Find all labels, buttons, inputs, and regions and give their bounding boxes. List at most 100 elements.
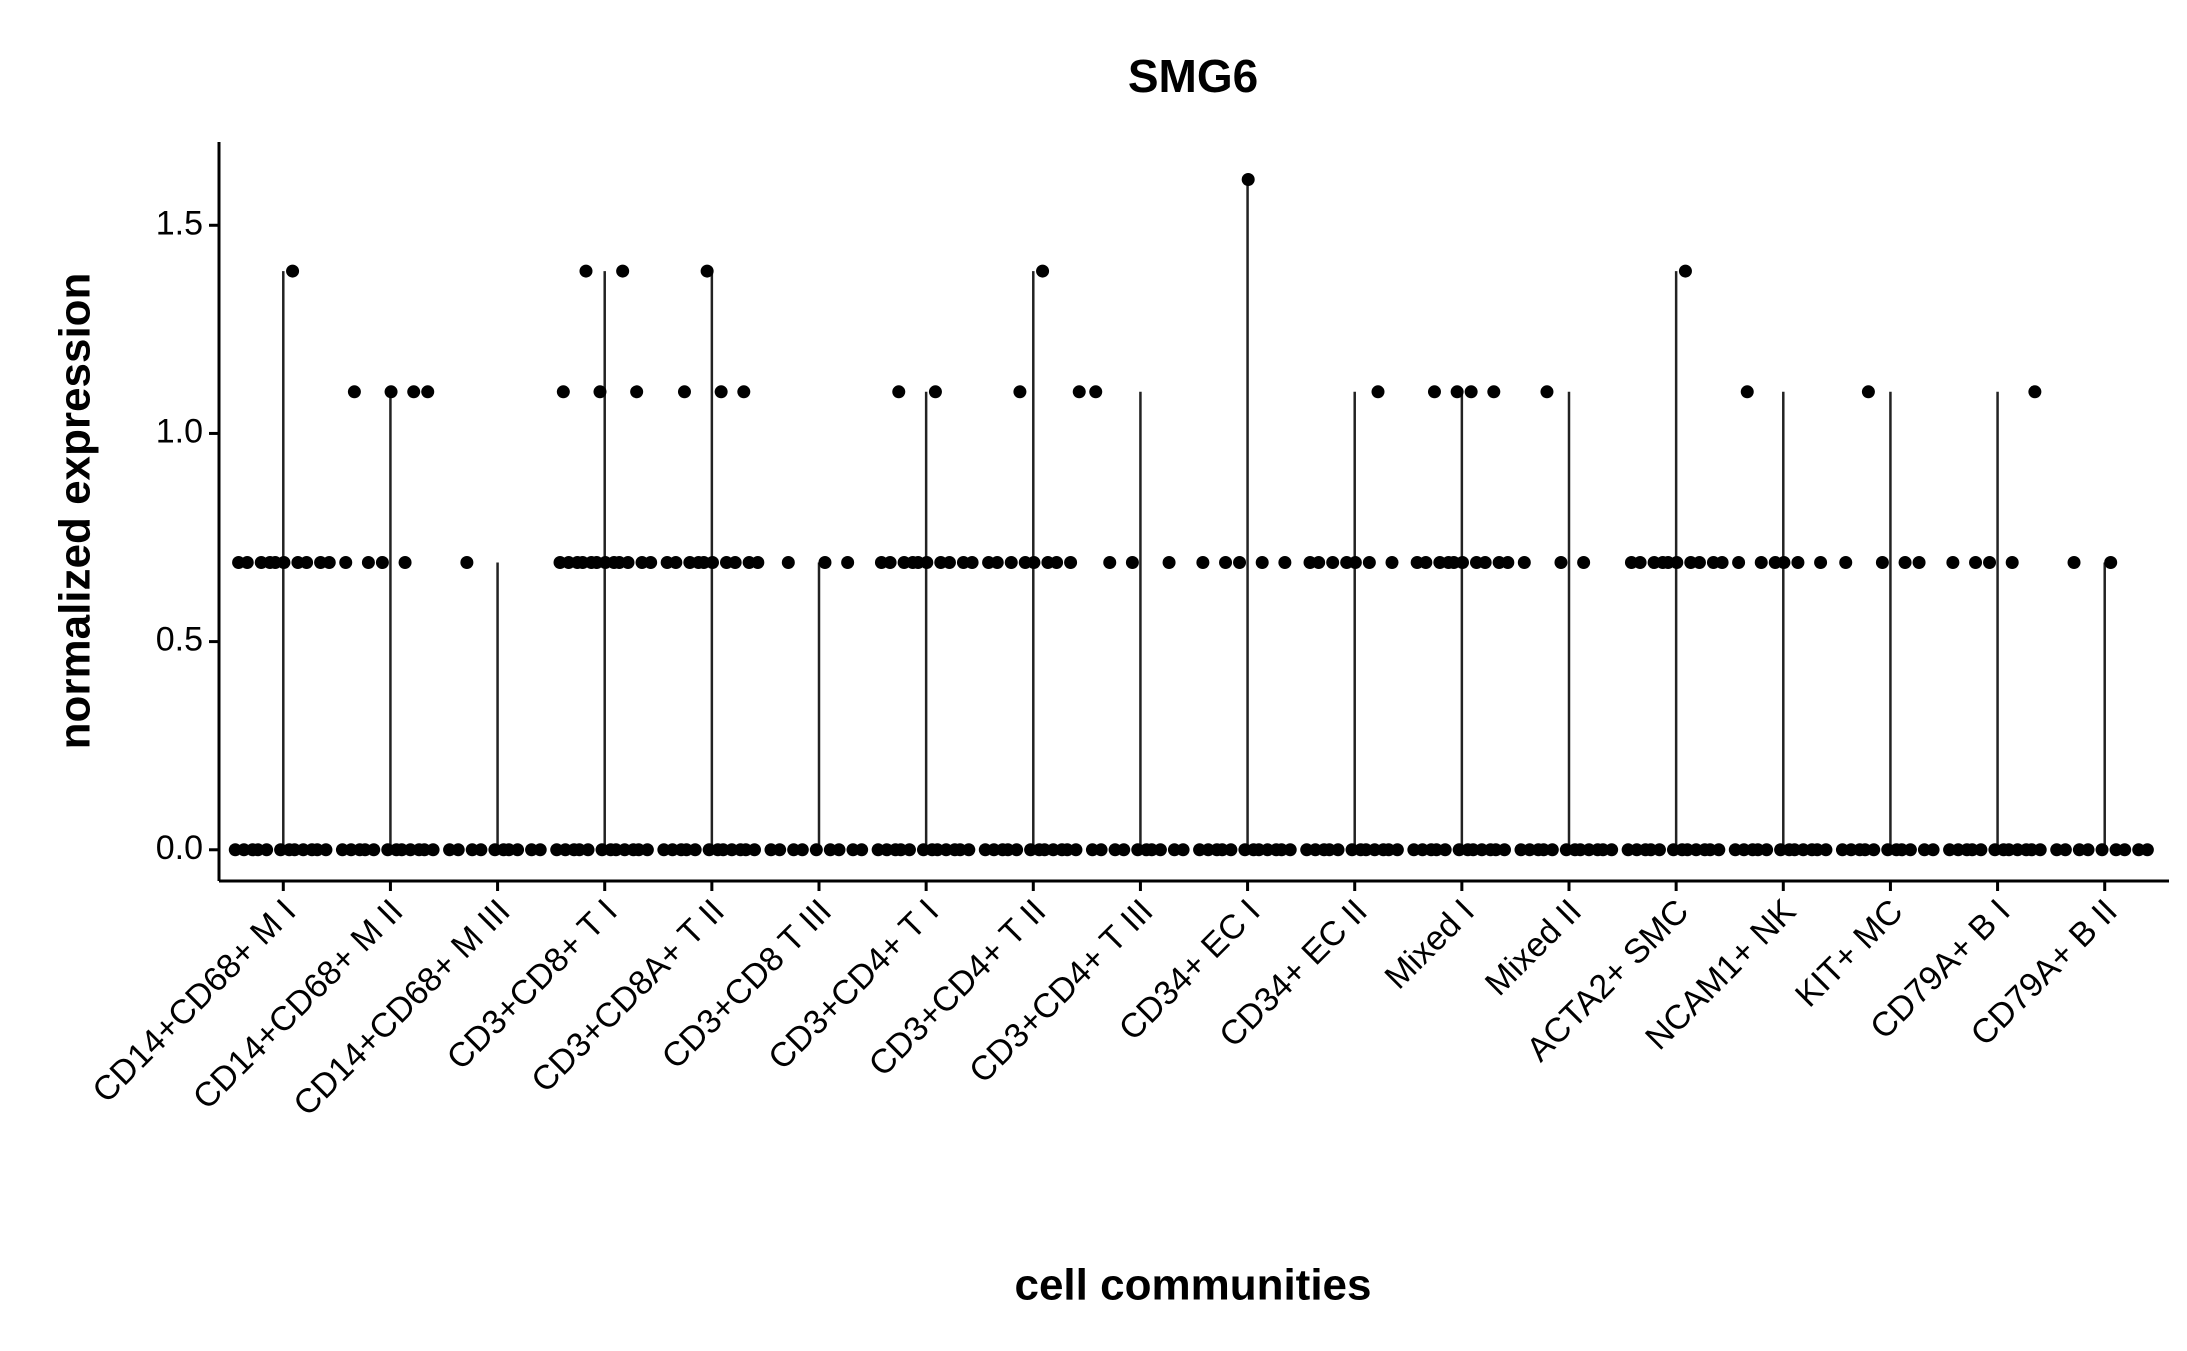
data-point [460, 556, 474, 570]
data-point [1545, 843, 1559, 857]
data-point [1153, 843, 1167, 857]
data-point [2033, 843, 2047, 857]
data-point [1069, 843, 1083, 857]
data-point [990, 556, 1004, 570]
data-point [906, 556, 920, 570]
x-tick-label: CD3+CD8A+ T II [524, 892, 732, 1100]
data-point [1715, 556, 1729, 570]
data-point [920, 556, 934, 570]
data-point [737, 385, 751, 399]
x-tick-label: CD14+CD68+ M II [186, 892, 411, 1117]
data-point [407, 385, 421, 399]
data-point [567, 843, 581, 857]
data-point [1064, 556, 1078, 570]
data-point [1484, 843, 1498, 857]
data-point [2067, 556, 2081, 570]
x-tick-label: CD14+CD68+ M I [85, 892, 303, 1110]
data-point [1441, 556, 1455, 570]
data-point [1974, 843, 1988, 857]
data-point [451, 843, 465, 857]
data-point [1540, 385, 1554, 399]
data-point [246, 843, 260, 857]
data-point [1633, 556, 1647, 570]
data-point [412, 843, 426, 857]
data-point [398, 556, 412, 570]
data-point [305, 843, 319, 857]
data-point [674, 843, 688, 857]
data-point [1531, 843, 1545, 857]
data-point [1577, 556, 1591, 570]
x-tick-label: Mixed I [1378, 892, 1482, 996]
data-point [286, 264, 300, 278]
data-point [1638, 843, 1652, 857]
data-point [996, 843, 1010, 857]
data-point [1805, 843, 1819, 857]
data-point [1283, 843, 1297, 857]
x-tick-label: Mixed II [1478, 892, 1589, 1003]
data-point [1969, 556, 1983, 570]
data-point [832, 843, 846, 857]
data-point [389, 843, 403, 857]
data-point [1732, 556, 1746, 570]
data-point [607, 556, 621, 570]
data-point [556, 385, 570, 399]
data-point [367, 843, 381, 857]
data-point [1455, 556, 1469, 570]
data-point [2140, 843, 2154, 857]
data-point [1591, 843, 1605, 857]
data-point [1754, 556, 1768, 570]
data-point [1348, 556, 1362, 570]
data-point [691, 556, 705, 570]
data-point [260, 843, 274, 857]
data-point [902, 843, 916, 857]
data-point [1139, 843, 1153, 857]
data-point [1010, 843, 1024, 857]
data-point [888, 843, 902, 857]
y-tick-label: 1.0 [156, 412, 203, 450]
data-point [928, 385, 942, 399]
data-point [809, 843, 823, 857]
data-point [2019, 843, 2033, 857]
data-point [1997, 843, 2011, 857]
data-point [711, 843, 725, 857]
data-point [925, 843, 939, 857]
data-point [474, 843, 488, 857]
data-point [640, 843, 654, 857]
data-point [1376, 843, 1390, 857]
data-point [705, 556, 719, 570]
chart-title: SMG6 [1128, 50, 1258, 102]
data-point [263, 556, 277, 570]
data-point [1605, 843, 1619, 857]
data-point [426, 843, 440, 857]
data-point [1867, 843, 1881, 857]
data-point [1317, 843, 1331, 857]
data-point [883, 556, 897, 570]
data-point [1692, 556, 1706, 570]
data-point [751, 556, 765, 570]
data-point [1814, 556, 1828, 570]
data-point [1746, 843, 1760, 857]
data-point [533, 843, 547, 857]
data-point [277, 556, 291, 570]
data-point [300, 556, 314, 570]
data-point [604, 843, 618, 857]
data-point [1278, 556, 1292, 570]
data-point [2058, 843, 2072, 857]
data-point [1390, 843, 1404, 857]
data-point [2081, 843, 2095, 857]
data-point [353, 843, 367, 857]
data-point [2028, 385, 2042, 399]
data-point [1219, 556, 1233, 570]
data-point [1103, 556, 1117, 570]
data-point [1371, 385, 1385, 399]
data-point [1094, 843, 1108, 857]
data-point [855, 843, 869, 857]
data-point [1946, 556, 1960, 570]
data-point [1912, 556, 1926, 570]
data-point [1241, 172, 1255, 186]
data-point [1568, 843, 1582, 857]
data-point [1656, 556, 1670, 570]
data-point [616, 264, 630, 278]
data-point [497, 843, 511, 857]
data-point [1354, 843, 1368, 857]
